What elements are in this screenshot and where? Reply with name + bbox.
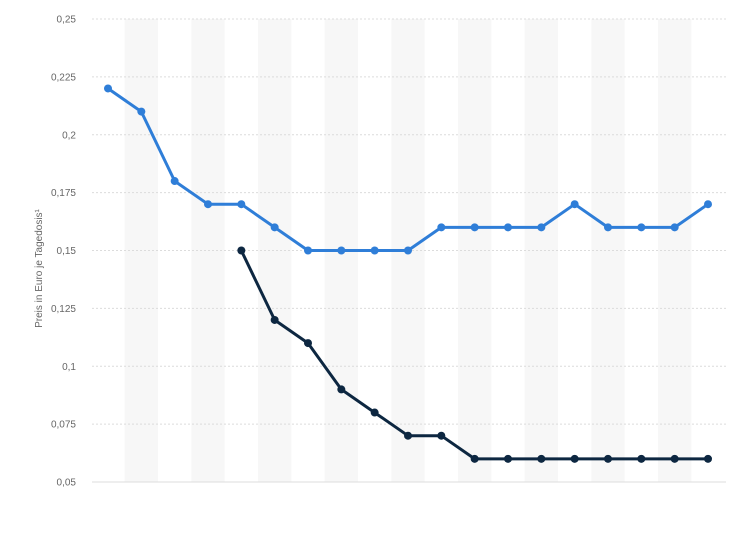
y-tick-label: 0,2 [62, 130, 76, 141]
data-point [270, 223, 279, 232]
column-band [258, 19, 292, 482]
data-point [504, 223, 512, 232]
y-tick-label: 0,125 [51, 304, 76, 315]
data-point [137, 107, 146, 116]
data-point [470, 223, 479, 232]
data-point [704, 454, 712, 463]
data-point [404, 431, 412, 440]
data-point [670, 223, 679, 232]
series-2 [237, 246, 712, 463]
data-point [337, 246, 346, 255]
data-point [637, 454, 646, 463]
data-point [304, 339, 312, 348]
data-point [237, 246, 246, 255]
y-tick-label: 0,175 [51, 188, 76, 199]
column-band [458, 19, 492, 482]
data-point [604, 454, 612, 463]
y-tick-label: 0,1 [62, 362, 76, 373]
data-point [170, 177, 179, 186]
y-tick-label: 0,075 [51, 420, 76, 431]
data-point [104, 84, 112, 93]
data-point [304, 246, 312, 255]
data-point [570, 200, 579, 209]
data-point [570, 454, 579, 463]
data-point [437, 431, 446, 440]
data-point [604, 223, 612, 232]
data-point [670, 454, 679, 463]
y-tick-label: 0,15 [57, 246, 77, 257]
y-tick-label: 0,225 [51, 72, 76, 83]
data-point [270, 315, 279, 324]
data-point [637, 223, 646, 232]
data-point [437, 223, 446, 232]
y-tick-label: 0,05 [57, 478, 77, 489]
y-tick-label: 0,25 [57, 15, 77, 26]
data-point [470, 454, 479, 463]
data-point [370, 408, 379, 417]
data-point [537, 223, 546, 232]
data-point [337, 385, 346, 394]
column-band [658, 19, 692, 482]
y-axis-title: Preis in Euro je Tagedosis¹ [34, 208, 45, 327]
data-point [204, 200, 212, 209]
data-point [537, 454, 546, 463]
data-point [370, 246, 379, 255]
data-point [404, 246, 412, 255]
data-point [504, 454, 512, 463]
series-layer [104, 84, 712, 463]
data-point [704, 200, 712, 209]
gridlines [92, 18, 726, 483]
data-point [237, 200, 246, 209]
series-1 [104, 84, 712, 255]
y-axis-ticks: 0,05 0,075 0,1 0,125 0,15 0,175 0,2 0,225 0,25 [51, 15, 76, 489]
